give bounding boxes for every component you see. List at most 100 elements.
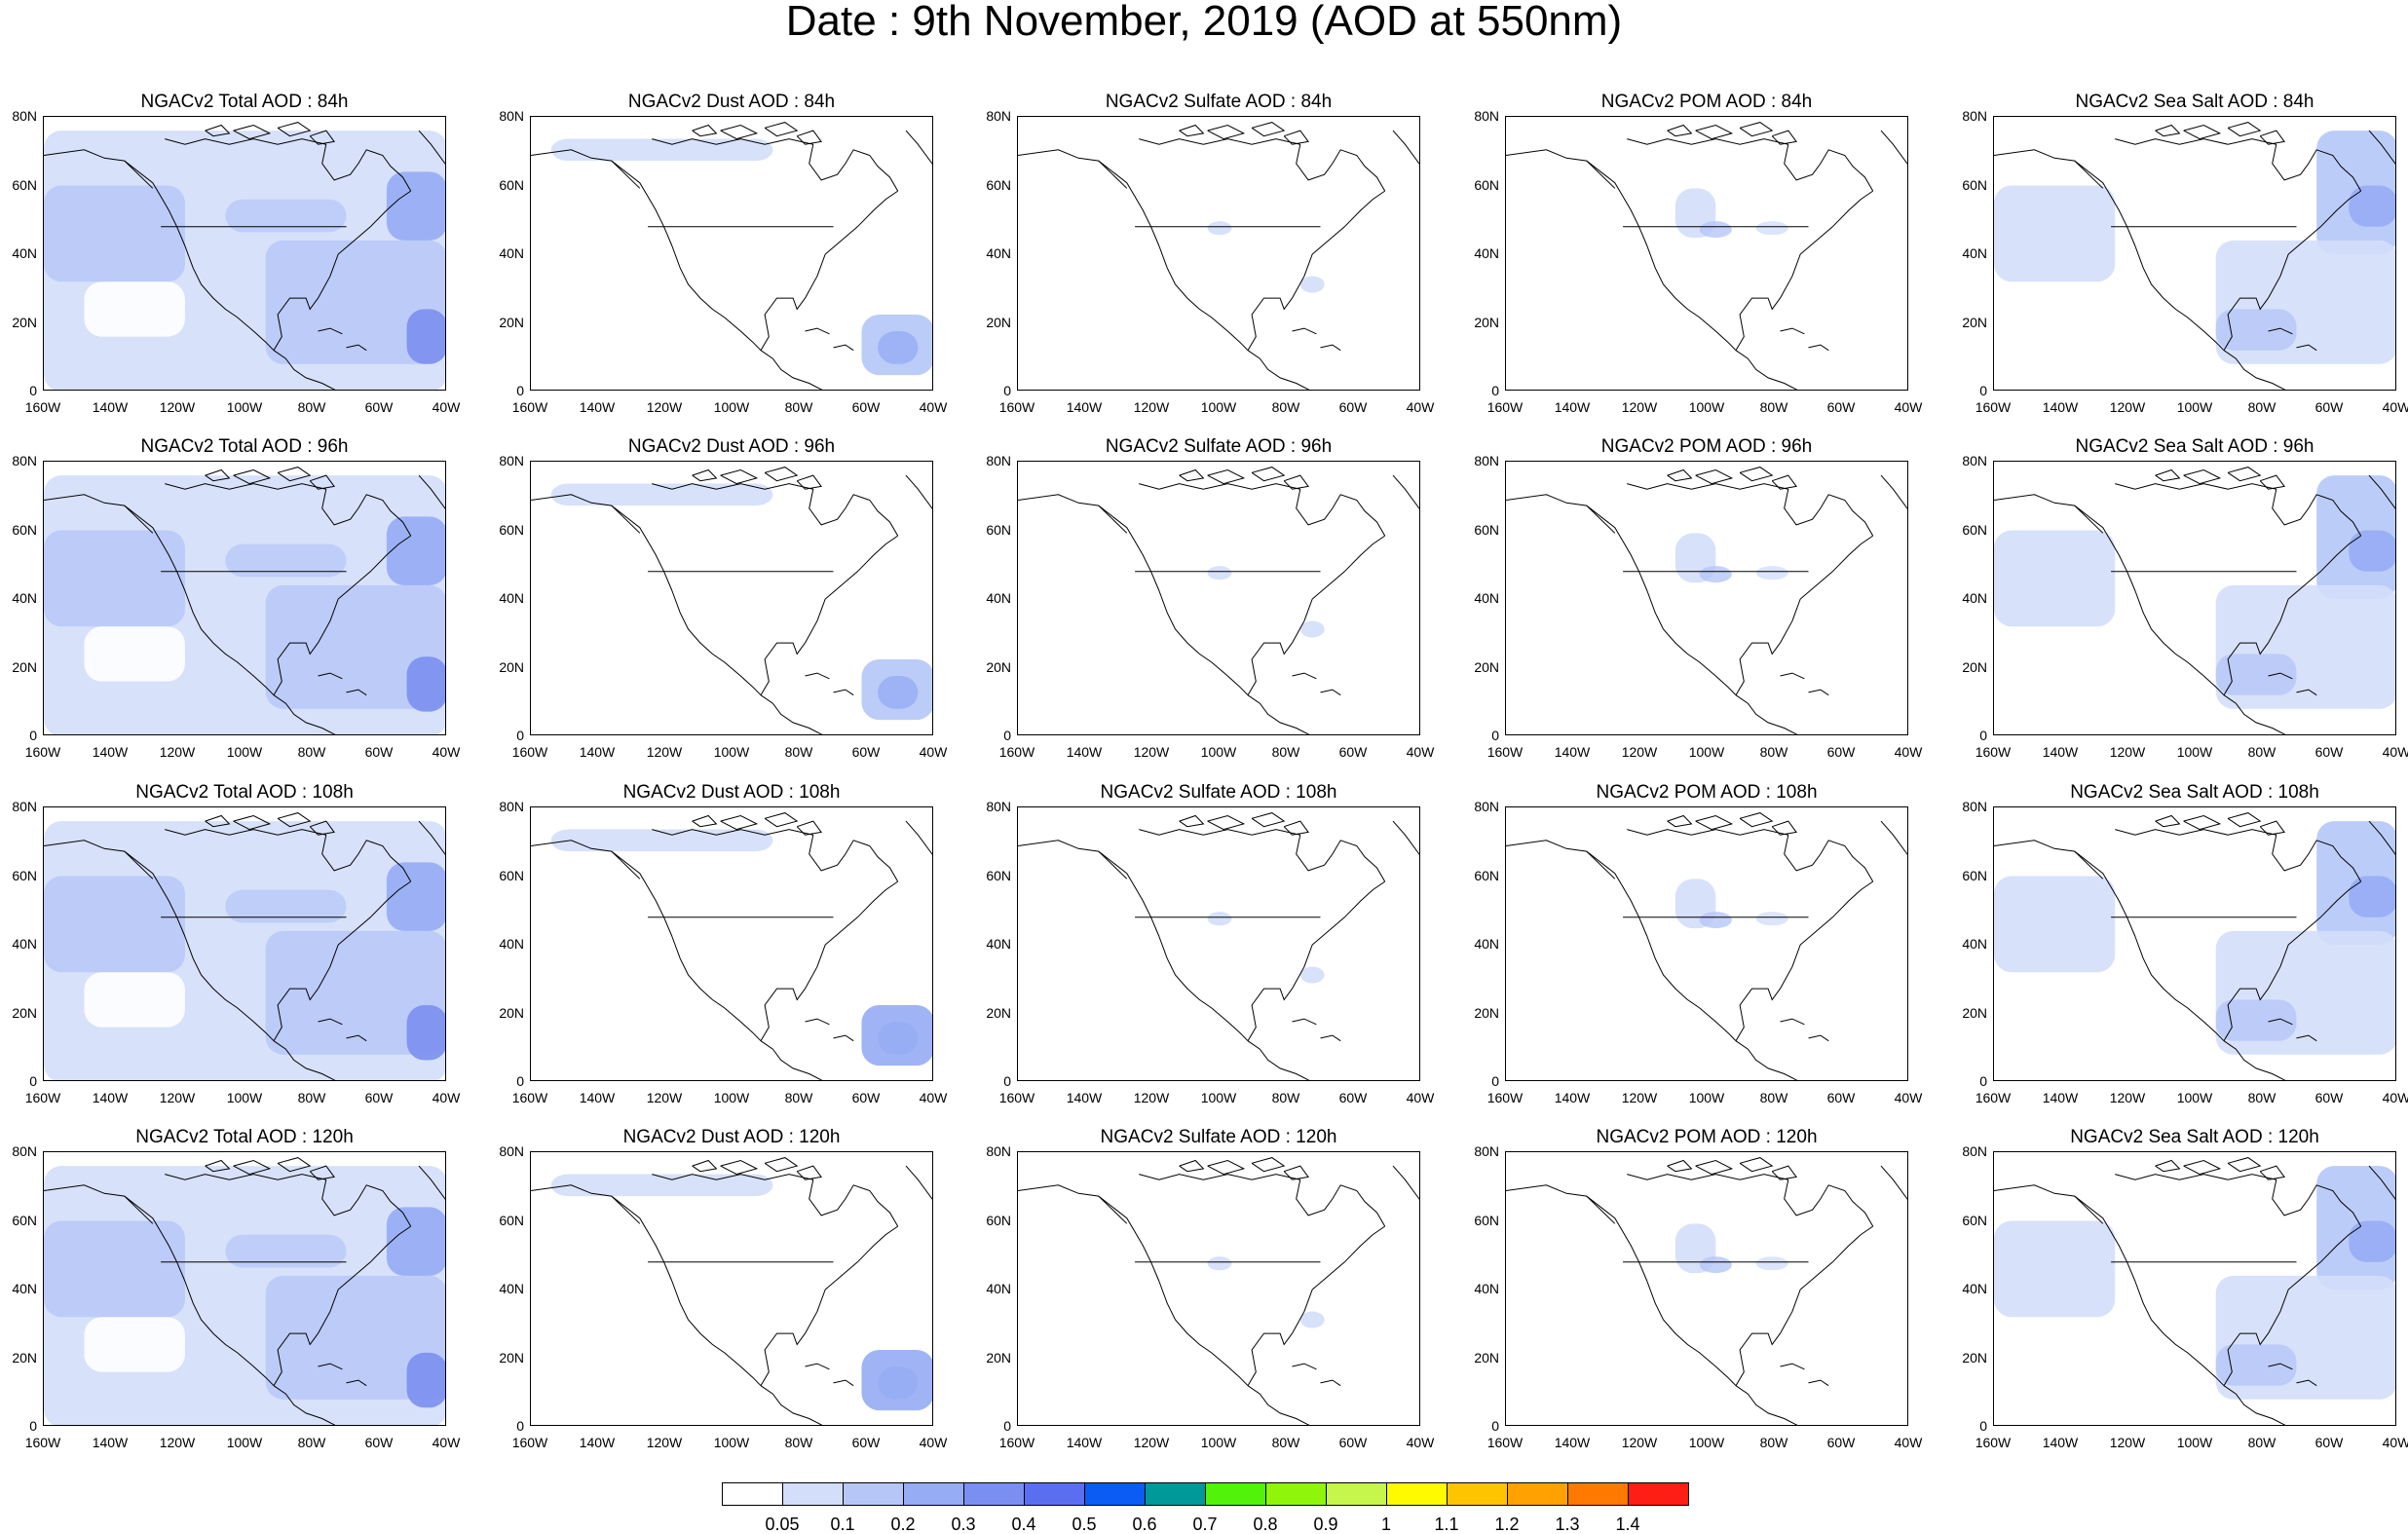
coastline (2268, 327, 2293, 335)
aod-field-cell (265, 930, 445, 1055)
coastline (2227, 122, 2262, 137)
coastline (1646, 936, 1737, 1042)
coastline (124, 850, 154, 879)
lon-tick-label: 120W (2109, 1435, 2146, 1450)
aod-map (1018, 122, 1419, 390)
lon-tick-label: 60W (1338, 1435, 1368, 1450)
coastline (1735, 1040, 1798, 1080)
coastline (2074, 1195, 2104, 1224)
aod-field-cell (550, 1174, 773, 1197)
lon-tick-label: 80W (1271, 399, 1300, 415)
lon-tick-label: 100W (2176, 744, 2213, 760)
coastline (1784, 489, 1874, 537)
lon-tick-label: 140W (92, 744, 129, 760)
lat-tick-label: 60N (499, 176, 524, 193)
lon-tick-label: 140W (1066, 744, 1103, 760)
coastline (2115, 138, 2276, 145)
coastline (1292, 672, 1317, 680)
lon-tick-label: 160W (998, 399, 1035, 415)
aod-field-cell (1207, 912, 1232, 926)
aod-field-cell (1994, 530, 2116, 627)
coastline (805, 880, 898, 990)
lon-tick-label: 60W (1826, 1090, 1856, 1105)
coastline (2183, 1159, 2222, 1176)
coastline (1247, 297, 1293, 351)
coastline (2368, 820, 2395, 855)
coastline (1179, 814, 1205, 828)
coastline (652, 138, 813, 145)
coastline (1880, 130, 1907, 165)
coastline (2134, 936, 2225, 1042)
coastline (2115, 1174, 2276, 1180)
lon-tick-label: 140W (2042, 1090, 2079, 1105)
lon-tick-label: 140W (579, 399, 616, 415)
lon-tick-label: 120W (1133, 1435, 1170, 1450)
lat-tick-label: 60N (986, 176, 1011, 193)
coastline (1739, 812, 1774, 828)
lon-tick-label: 80W (784, 399, 813, 415)
lon-tick-label: 140W (92, 1435, 129, 1450)
coastline (2368, 130, 2395, 165)
coastline (44, 1184, 186, 1282)
coastline (184, 1281, 275, 1387)
coastline (1283, 820, 1309, 836)
panel-title: NGACv2 Sea Salt AOD : 108h (2070, 782, 2319, 803)
coastline (1735, 642, 1781, 695)
aod-field-cell (2215, 999, 2297, 1041)
coastline (1320, 344, 1341, 352)
aod-field-cell (84, 626, 185, 682)
coastline (1784, 1179, 1874, 1227)
lat-tick-label: 60N (1962, 1212, 1987, 1228)
lon-tick-label: 80W (784, 1435, 813, 1450)
coastline (1098, 160, 1128, 189)
coastline (720, 814, 759, 831)
coastline (652, 1174, 813, 1180)
colorbar-swatch (782, 1482, 844, 1506)
lat-tick-label: 60N (499, 867, 524, 883)
coastline (760, 642, 806, 695)
coastline (2272, 835, 2362, 882)
coastline (692, 814, 718, 828)
aod-field-cell (2215, 309, 2297, 351)
coastline (1320, 689, 1341, 696)
lon-tick-label: 60W (2314, 1435, 2344, 1450)
coastline (2155, 814, 2181, 828)
coastline (277, 122, 312, 137)
map-panel (1505, 806, 1908, 1081)
coastline (1506, 149, 1648, 246)
lon-tick-label: 40W (919, 744, 948, 760)
aod-field-cell (265, 240, 445, 364)
coastline (2296, 1379, 2317, 1387)
lat-tick-label: 0 (1979, 728, 1987, 743)
aod-field-cell (1207, 221, 1232, 236)
coastline (2268, 672, 2293, 680)
lon-tick-label: 160W (998, 744, 1035, 760)
panel-title: NGACv2 Dust AOD : 108h (622, 782, 841, 803)
coastline (1179, 1159, 1205, 1173)
lat-tick-label: 80N (1962, 1143, 1987, 1159)
lon-tick-label: 80W (784, 744, 813, 760)
coastline (764, 812, 799, 828)
coastline (2259, 130, 2285, 145)
lat-tick-label: 60N (1962, 521, 1987, 538)
coastline (692, 468, 718, 482)
lat-tick-label: 60N (12, 1212, 37, 1228)
coastline (165, 829, 326, 836)
coastline (318, 880, 411, 990)
aod-field-cell (2349, 876, 2395, 917)
lon-tick-label: 140W (579, 744, 616, 760)
lat-tick-label: 60N (1962, 176, 1987, 193)
lon-tick-label: 80W (297, 744, 326, 760)
coastline (1179, 124, 1205, 137)
coastline (1292, 535, 1385, 644)
lon-tick-label: 40W (2382, 744, 2408, 760)
lat-tick-label: 80N (499, 453, 524, 468)
coastline (1808, 689, 1829, 696)
colorbar-swatch (963, 1482, 1025, 1506)
lat-tick-label: 80N (986, 799, 1011, 814)
lon-tick-label: 40W (432, 744, 461, 760)
coastline (1098, 850, 1128, 879)
lat-tick-label: 40N (1962, 245, 1987, 261)
coastline (1780, 672, 1805, 680)
coastline (1586, 1195, 1616, 1224)
